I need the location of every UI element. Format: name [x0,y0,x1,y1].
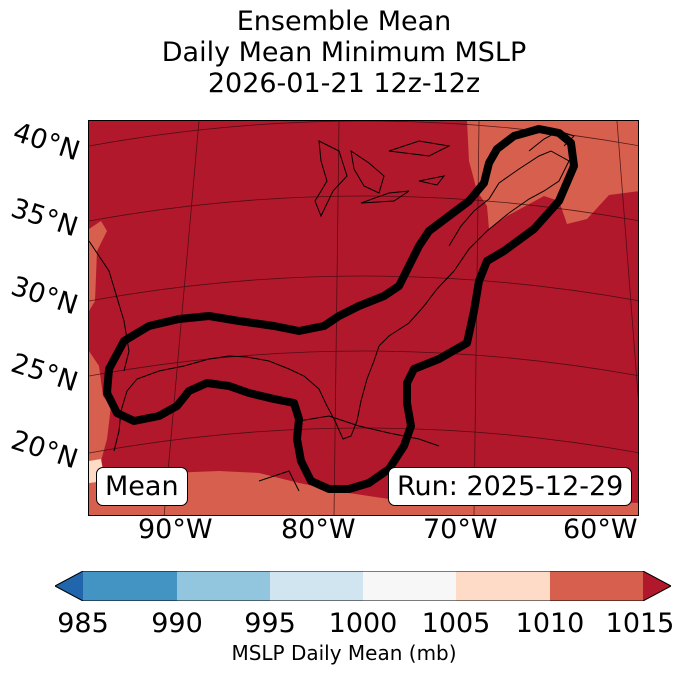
lat-label-20n: 20°N [7,424,82,476]
title-line-2: Daily Mean Minimum MSLP [161,37,527,68]
lake-ontario [418,175,446,186]
map-canvas [89,121,638,515]
gulf-coast [113,345,380,452]
colorbar-extend-low [55,571,83,601]
colorbar-tick-1000: 1000 [328,608,398,639]
colorbar-label: MSLP Daily Mean (mb) [231,641,457,665]
parallel-30n [89,275,638,302]
title-line-3: 2026-01-21 12z-12z [207,68,481,99]
lake-huron [350,149,385,194]
field-1005-1010-west-b [89,351,111,466]
map-title: Ensemble Mean Daily Mean Minimum MSLP 20… [0,6,688,99]
meridian-60w [616,121,638,401]
lon-label-70w: 70°W [423,514,498,545]
colorbar-extend-high [643,571,671,601]
map-panel [88,120,639,516]
lake-michigan [314,140,348,218]
colorbar-tick-1005: 1005 [421,608,491,639]
colorbar-tick-1010: 1010 [515,608,585,639]
field-1005-1010-northeast [467,121,638,229]
colorbar-bin-1005-1010 [456,571,550,601]
lat-label-30n: 30°N [7,270,82,322]
colorbar-bin-990-995 [177,571,270,601]
mean-label-box: Mean [96,467,188,506]
lat-label-35n: 35°N [7,192,82,244]
lon-label-90w: 90°W [138,514,213,545]
mean-contour [103,125,578,493]
colorbar-bin-985-990 [83,571,177,601]
colorbar-bin-1000-1005 [363,571,456,601]
colorbar-tick-995: 995 [244,608,296,639]
yucatan-coast [258,470,300,492]
lat-label-25n: 25°N [7,347,82,399]
lake-erie [360,190,410,204]
cuba-coast [298,415,440,447]
parallel-25n [89,350,638,377]
colorbar-bin-995-1000 [270,571,363,601]
parallel-20n [89,427,638,454]
colorbar-tick-990: 990 [151,608,203,639]
mexico-coast [89,240,130,372]
colorbar [55,571,671,601]
colorbar-bin-1010-1015 [550,571,643,601]
lake-superior [388,140,451,157]
field-1005-1010-west-a [89,221,107,311]
run-label-box: Run: 2025-12-29 [388,467,633,506]
east-coast [378,150,570,347]
colorbar-tick-985: 985 [57,608,109,639]
lat-label-40n: 40°N [9,116,84,168]
title-line-1: Ensemble Mean [236,6,452,37]
lon-label-60w: 60°W [563,514,638,545]
lon-label-80w: 80°W [281,514,356,545]
parallel-35n [89,195,638,222]
colorbar-tick-1015: 1015 [605,608,675,639]
